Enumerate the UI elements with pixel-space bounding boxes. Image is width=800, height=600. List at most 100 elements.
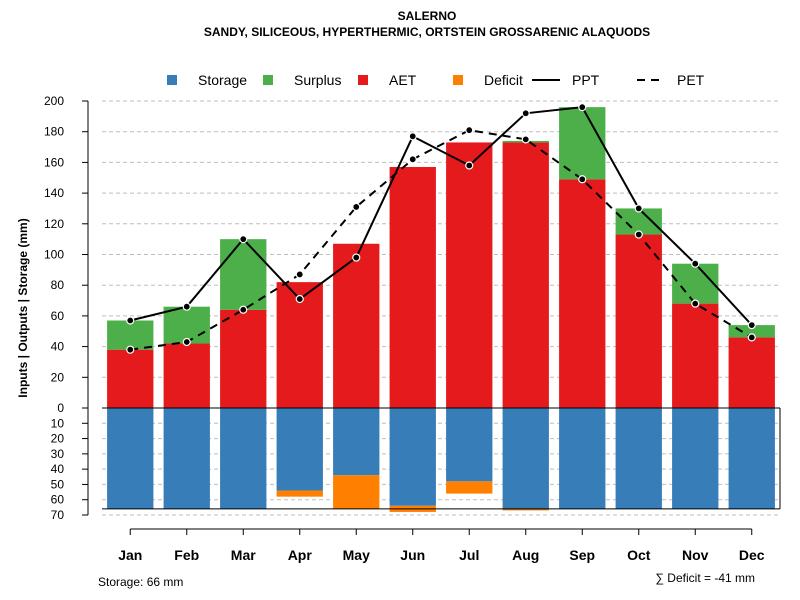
ppt-point (634, 204, 643, 213)
aet-bar (107, 349, 154, 408)
x-tick-label: Mar (231, 547, 256, 563)
y-tick-label: 60 (51, 493, 65, 507)
aet-bar (389, 167, 436, 408)
y-tick-label: 20 (51, 432, 65, 446)
legend-label-pet: PET (677, 72, 705, 88)
legend-label-ppt: PPT (572, 72, 600, 88)
storage-bar (446, 408, 493, 482)
aet-bar (163, 343, 210, 408)
surplus-bar (728, 325, 775, 338)
pet-point (239, 305, 248, 314)
y-tick-label: 80 (51, 278, 65, 292)
pet-point (126, 345, 135, 354)
ppt-point (182, 302, 191, 311)
x-tick-label: Jun (400, 547, 425, 563)
pet-point (578, 175, 587, 184)
pet-point (634, 230, 643, 239)
aet-bar (728, 337, 775, 408)
gridlines (102, 100, 780, 516)
storage-bar (389, 408, 436, 506)
storage-bar (615, 408, 662, 509)
legend-label-surplus: Surplus (294, 72, 341, 88)
x-tick-label: Dec (739, 547, 765, 563)
aet-bar (559, 179, 606, 408)
y-tick-label: 140 (44, 186, 64, 200)
ppt-point (408, 132, 417, 141)
storage-bar (276, 408, 323, 491)
x-tick-label: Jul (459, 547, 479, 563)
chart-title: SALERNO (398, 9, 457, 23)
y-axis-label: Inputs | Outputs | Storage (mm) (16, 218, 30, 397)
legend-label-deficit: Deficit (484, 72, 523, 88)
x-tick-label: Jan (118, 547, 142, 563)
aet-bar (333, 243, 380, 408)
pet-point (691, 299, 700, 308)
pet-point (182, 337, 191, 347)
surplus-bar (107, 320, 154, 350)
ppt-point (239, 235, 248, 244)
deficit-bar (502, 508, 549, 511)
aet-bar (615, 234, 662, 408)
aet-bar (446, 142, 493, 408)
surplus-bar (615, 208, 662, 235)
ppt-line (130, 106, 753, 326)
series-lines (126, 103, 756, 354)
axes: 0204060801001201401601802001020304050607… (44, 94, 781, 563)
deficit-bar (333, 475, 380, 509)
storage-bar (333, 408, 380, 476)
chart-subtitle: SANDY, SILICEOUS, HYPERTHERMIC, ORTSTEIN… (204, 25, 650, 39)
legend-label-aet: AET (389, 72, 417, 88)
y-tick-label: 200 (44, 94, 64, 108)
y-tick-label: 20 (51, 370, 65, 384)
x-tick-label: May (343, 547, 370, 563)
y-tick-label: 160 (44, 155, 64, 169)
pet-point (465, 126, 474, 135)
ppt-point (521, 109, 530, 118)
storage-bar (163, 408, 210, 509)
legend-swatch-deficit (453, 75, 463, 85)
pet-line (130, 129, 753, 351)
aet-bar (502, 142, 549, 408)
storage-bar (559, 408, 606, 509)
x-tick-label: Sep (569, 547, 595, 563)
deficit-bar (276, 490, 323, 497)
y-tick-label: 100 (44, 248, 64, 262)
pet-point (408, 155, 417, 164)
x-tick-label: Feb (174, 547, 199, 563)
ppt-point (126, 316, 135, 325)
x-tick-label: Nov (682, 547, 709, 563)
storage-bar (728, 408, 775, 509)
y-tick-label: 0 (57, 401, 64, 415)
y-tick-label: 40 (51, 340, 65, 354)
legend-swatch-aet (358, 75, 368, 85)
legend: Storage Surplus AET Deficit PPT PET (167, 72, 705, 88)
y-tick-label: 180 (44, 125, 64, 139)
storage-bar (672, 408, 719, 509)
storage-bar (502, 408, 549, 509)
pet-point (521, 135, 530, 144)
y-tick-label: 120 (44, 217, 64, 231)
y-tick-label: 50 (51, 477, 65, 491)
legend-swatch-surplus (263, 75, 273, 85)
pet-point (747, 333, 756, 342)
storage-note: Storage: 66 mm (98, 575, 183, 589)
bars (102, 107, 780, 512)
legend-swatch-storage (167, 75, 177, 85)
ppt-point (352, 253, 361, 262)
aet-bar (220, 309, 267, 408)
ppt-point (465, 161, 474, 170)
y-tick-label: 70 (51, 508, 65, 522)
surplus-bar (163, 306, 210, 344)
x-tick-label: Aug (512, 547, 539, 563)
pet-point (352, 202, 361, 212)
aet-bar (672, 303, 719, 408)
ppt-point (691, 259, 700, 268)
y-tick-label: 10 (51, 416, 65, 430)
surplus-bar (672, 263, 719, 304)
pet-point (295, 270, 304, 279)
legend-label-storage: Storage (198, 72, 247, 88)
x-tick-label: Oct (627, 547, 651, 563)
y-tick-label: 60 (51, 309, 65, 323)
deficit-note: ∑ Deficit = -41 mm (655, 571, 755, 585)
